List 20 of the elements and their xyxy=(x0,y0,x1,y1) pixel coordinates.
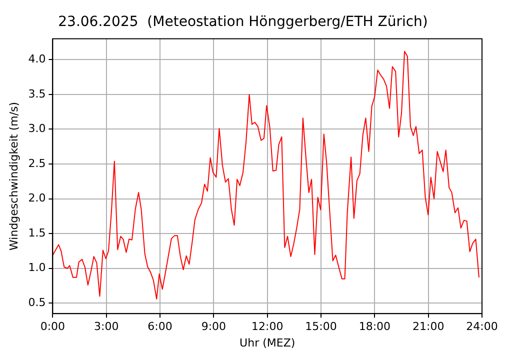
x-tick-label: 15:00 xyxy=(305,320,337,334)
y-tick-label: 1.5 xyxy=(28,226,46,240)
x-tick-label: 24:00 xyxy=(466,320,498,334)
chart-title: 23.06.2025 (Meteostation Hönggerberg/ETH Zürich) xyxy=(58,14,428,30)
y-tick-label: 3.5 xyxy=(28,87,46,100)
y-tick-label: 2.5 xyxy=(28,156,46,170)
x-tick-label: 6:00 xyxy=(148,320,172,334)
y-tick-label: 3.0 xyxy=(28,122,46,136)
x-tick-label: 0:00 xyxy=(40,320,66,334)
y-tick-label: 2.0 xyxy=(28,192,46,205)
y-axis-title: Windgeschwindigkeit (m/s) xyxy=(7,102,20,250)
x-tick-label: 3:00 xyxy=(94,320,119,334)
y-tick-label: 0.5 xyxy=(28,296,46,310)
y-tick-label: 4.0 xyxy=(28,52,46,66)
x-tick-label: 12:00 xyxy=(251,320,284,334)
x-tick-label: 21:00 xyxy=(412,320,444,334)
x-axis-title: Uhr (MEZ) xyxy=(240,336,296,350)
y-tick-label: 1.0 xyxy=(28,261,46,274)
x-tick-label: 9:00 xyxy=(201,320,226,334)
x-tick-label: 18:00 xyxy=(358,320,391,334)
